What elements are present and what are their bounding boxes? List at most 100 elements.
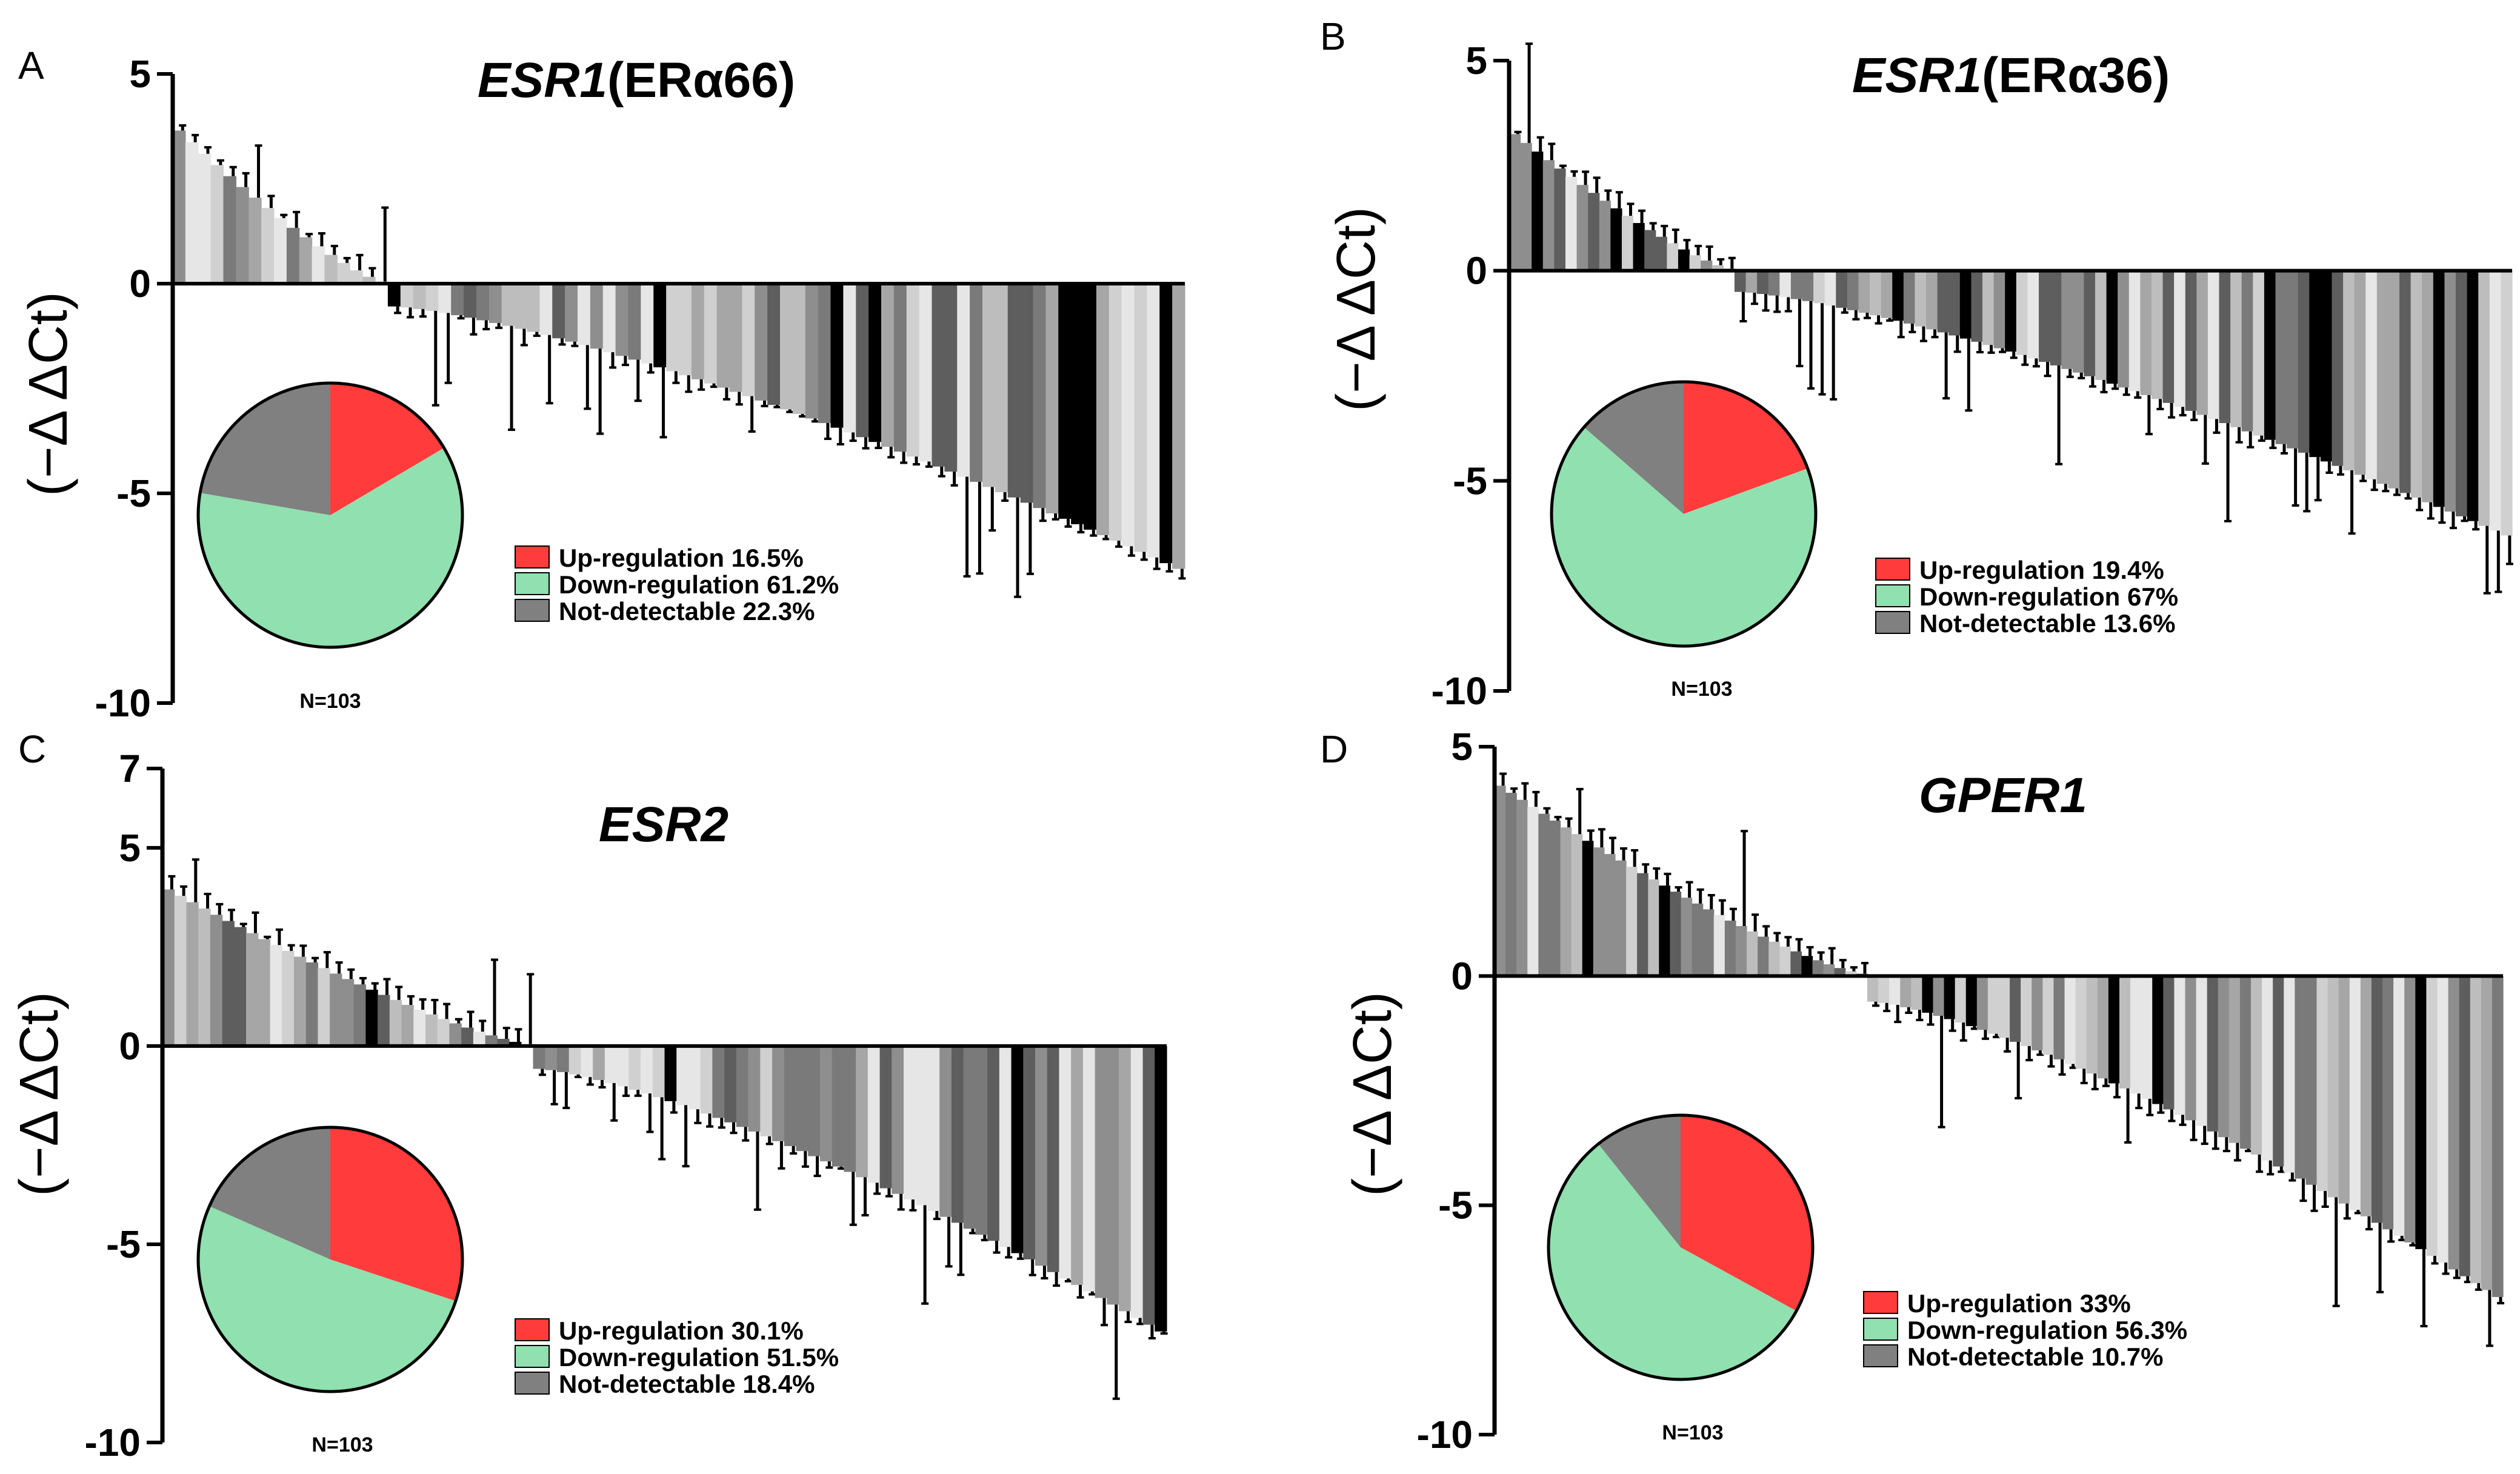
bar <box>2253 270 2265 436</box>
bar <box>2316 976 2328 1192</box>
bar <box>2130 976 2142 1094</box>
chart-title: GPER1 <box>1919 768 2087 823</box>
bar <box>1692 903 1704 976</box>
bar <box>2196 976 2208 1126</box>
bar <box>1045 284 1059 514</box>
bar <box>2027 270 2039 359</box>
bar <box>932 284 945 467</box>
bar <box>819 1045 833 1162</box>
bar <box>2185 270 2197 411</box>
bar <box>2207 270 2220 419</box>
bar <box>413 1009 426 1046</box>
pie-slice <box>1551 427 1816 646</box>
bar <box>578 284 591 345</box>
bar <box>353 984 366 1046</box>
bar <box>1915 270 1927 327</box>
bar <box>2196 270 2208 415</box>
bar <box>2230 270 2242 427</box>
pie-outline <box>196 1126 464 1393</box>
y-tick-label: -5 <box>1453 459 1487 502</box>
bar <box>2399 270 2412 493</box>
bar <box>2185 976 2197 1121</box>
bar <box>881 284 895 447</box>
y-tick-label: 0 <box>1451 954 1473 998</box>
bar <box>2433 270 2445 507</box>
bar <box>2050 270 2062 365</box>
bar <box>2320 270 2333 462</box>
bar <box>2354 270 2366 475</box>
legend-label: Up-regulation 30.1% <box>559 1316 804 1345</box>
legend-swatch <box>1863 1344 1898 1367</box>
bar <box>1505 793 1517 976</box>
bar <box>485 1035 498 1046</box>
bar <box>1633 222 1645 271</box>
bar <box>1593 847 1605 976</box>
bar <box>556 1045 570 1072</box>
bar <box>1108 284 1122 541</box>
legend-label: Up-regulation 16.5% <box>559 544 804 572</box>
bar <box>944 284 958 472</box>
bar <box>2163 976 2175 1110</box>
bar <box>1020 284 1034 503</box>
y-tick-label: -5 <box>106 1222 141 1266</box>
bar <box>437 1019 450 1046</box>
bar <box>1922 976 1934 1013</box>
bar <box>2376 270 2389 484</box>
bar <box>1779 270 1792 298</box>
bar <box>818 284 832 424</box>
bar <box>341 979 355 1046</box>
panel-c: C ESR2 (−Δ ΔCt) 7 5 0 -5 -10 Up-regulation 30.1%… <box>9 727 1168 1464</box>
bar <box>1834 968 1846 976</box>
bar <box>2470 976 2482 1284</box>
bar <box>2118 270 2130 388</box>
chart-title-gene: ESR1 <box>478 53 607 108</box>
bar <box>1878 976 1890 1003</box>
bar <box>1655 236 1667 271</box>
n-label: N=103 <box>312 1433 373 1456</box>
bar <box>2152 976 2164 1104</box>
legend-swatch <box>515 1345 550 1368</box>
bar <box>1035 1045 1048 1266</box>
bar <box>1626 867 1638 976</box>
bar <box>1096 284 1110 535</box>
bar <box>438 284 452 313</box>
bar <box>2084 270 2096 376</box>
legend-swatch <box>515 1372 550 1395</box>
y-tick-label: 0 <box>129 262 151 305</box>
bar <box>2404 976 2416 1243</box>
bar <box>1790 270 1803 299</box>
legend-label: Down-regulation 61.2% <box>559 570 839 599</box>
legend-swatch <box>515 599 550 622</box>
bar <box>1610 208 1622 271</box>
bar <box>270 945 282 1046</box>
pie-slice <box>1684 382 1808 514</box>
legend-swatch <box>515 545 550 569</box>
bar <box>198 908 211 1046</box>
bar <box>2444 270 2456 512</box>
bar <box>2162 270 2175 403</box>
bar <box>700 1045 713 1114</box>
bar <box>476 284 490 321</box>
bar <box>1047 1045 1060 1272</box>
bar <box>539 284 553 335</box>
bar <box>742 284 755 396</box>
pie-slice <box>1584 381 1684 514</box>
bar <box>2010 976 2021 1042</box>
bar <box>246 933 259 1046</box>
y-tick-label: 5 <box>1465 39 1487 82</box>
bar <box>1724 920 1736 976</box>
bar <box>784 1045 797 1146</box>
bar <box>1604 853 1616 976</box>
bar <box>223 176 236 284</box>
legend-label: Down-regulation 51.5% <box>559 1343 839 1372</box>
bar <box>904 1045 916 1200</box>
bar <box>2218 976 2230 1138</box>
bar <box>893 284 907 452</box>
bar <box>1993 270 2005 348</box>
bar <box>312 246 325 284</box>
bar <box>293 956 307 1046</box>
bar <box>1701 260 1713 271</box>
bar <box>2305 976 2318 1185</box>
bar <box>975 1045 988 1235</box>
bar <box>222 921 235 1046</box>
